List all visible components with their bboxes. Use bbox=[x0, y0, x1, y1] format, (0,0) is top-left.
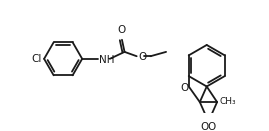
Text: O: O bbox=[138, 52, 147, 62]
Text: O: O bbox=[118, 25, 126, 36]
Text: O: O bbox=[208, 122, 216, 131]
Text: O: O bbox=[201, 122, 209, 131]
Text: Cl: Cl bbox=[31, 54, 41, 64]
Text: O: O bbox=[180, 83, 189, 93]
Text: NH: NH bbox=[99, 55, 114, 65]
Text: CH₃: CH₃ bbox=[220, 97, 236, 106]
